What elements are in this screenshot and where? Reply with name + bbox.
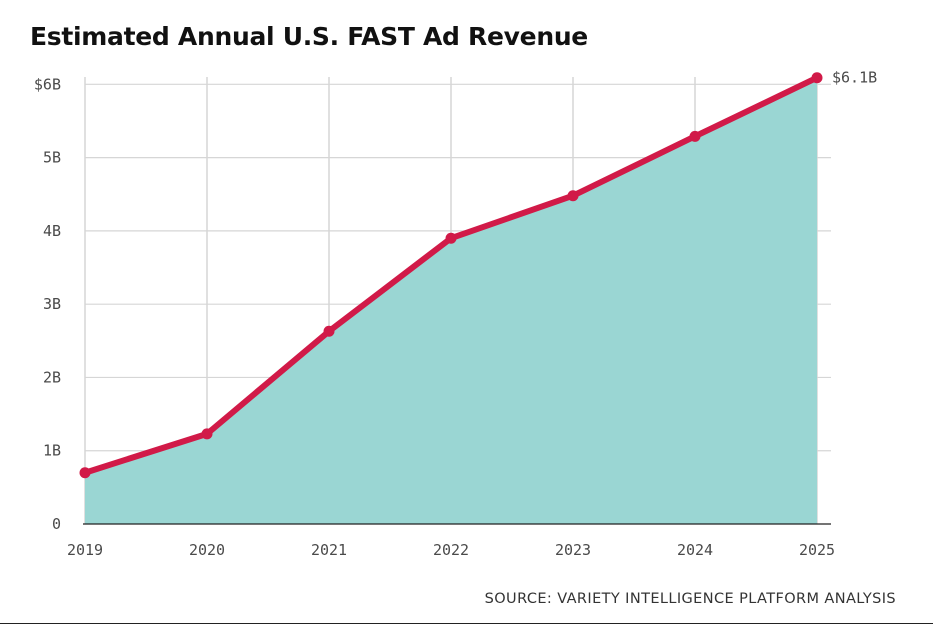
- data-point: [445, 232, 457, 244]
- data-point: [689, 130, 701, 142]
- x-tick-label: 2022: [433, 541, 469, 559]
- data-point: [811, 72, 823, 84]
- data-point: [567, 190, 579, 202]
- y-tick-label: 2B: [43, 368, 61, 386]
- end-value-label: $6.1B: [832, 69, 877, 87]
- x-tick-labels: 2019 2020 2021 2022 2023 2024 2025: [67, 541, 835, 559]
- y-tick-label: 4B: [43, 222, 61, 240]
- y-tick-label: 5B: [43, 149, 61, 167]
- y-tick-label: 0: [52, 515, 61, 533]
- data-points: [79, 72, 823, 479]
- data-point: [323, 325, 335, 337]
- x-tick-label: 2024: [677, 541, 713, 559]
- x-tick-label: 2019: [67, 541, 103, 559]
- x-tick-label: 2020: [189, 541, 225, 559]
- source-note: SOURCE: VARIETY INTELLIGENCE PLATFORM AN…: [484, 591, 896, 607]
- x-tick-label: 2025: [799, 541, 835, 559]
- x-tick-label: 2023: [555, 541, 591, 559]
- data-point: [201, 428, 213, 440]
- y-tick-label: $6B: [34, 75, 61, 93]
- y-tick-labels: 0 1B 2B 3B 4B 5B $6B: [34, 75, 61, 533]
- x-tick-label: 2021: [311, 541, 347, 559]
- revenue-area: [85, 77, 817, 524]
- chart-title: Estimated Annual U.S. FAST Ad Revenue: [30, 22, 588, 51]
- y-tick-label: 3B: [43, 295, 61, 313]
- bottom-divider: [0, 623, 933, 624]
- y-tick-label: 1B: [43, 442, 61, 460]
- data-point: [79, 467, 91, 479]
